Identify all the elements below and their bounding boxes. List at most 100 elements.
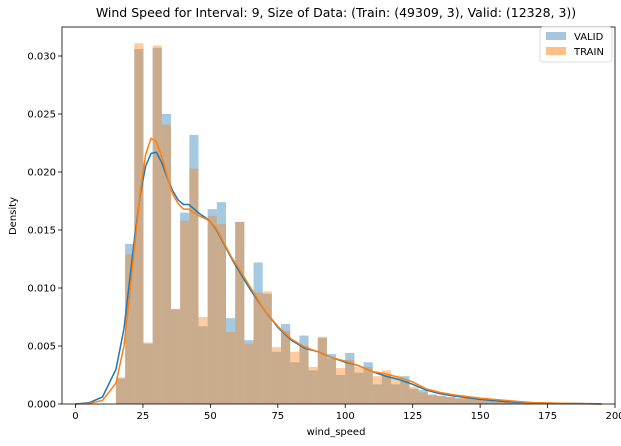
x-tick-label: 100 <box>336 411 355 422</box>
legend-swatch-valid <box>546 32 566 40</box>
x-tick-label: 25 <box>137 411 150 422</box>
valid-histogram-bar <box>409 388 419 404</box>
x-axis-label: wind_speed <box>307 427 366 438</box>
train-histogram-bar <box>281 330 291 404</box>
train-histogram-bar <box>446 397 456 404</box>
valid-histogram-bar <box>317 337 327 404</box>
valid-histogram-bar <box>427 394 437 404</box>
valid-histogram-bar <box>143 343 153 404</box>
valid-histogram-bar <box>125 243 135 404</box>
valid-histogram-bar <box>482 399 492 404</box>
x-axis-ticks: 0 25 50 75 100 125 150 175 200 <box>72 404 621 422</box>
train-histogram-bar <box>354 366 364 404</box>
train-histogram-bar <box>125 254 135 404</box>
train-histogram-bar <box>244 343 254 404</box>
y-tick-label: 0.010 <box>27 284 56 295</box>
train-histogram-bar <box>482 399 492 404</box>
valid-histogram-bar <box>326 354 337 404</box>
train-histogram-bar <box>418 392 428 404</box>
valid-histogram-bar <box>354 372 364 404</box>
train-histogram-bar <box>317 336 327 404</box>
valid-histogram-bar <box>170 308 181 404</box>
legend-label-valid: VALID <box>574 32 604 43</box>
train-histogram-bar <box>189 168 199 404</box>
valid-histogram-bar <box>134 49 144 404</box>
valid-histogram-bar <box>501 401 511 404</box>
valid-histogram-bar <box>446 397 456 404</box>
valid-histogram <box>115 47 593 404</box>
valid-histogram-bar <box>299 335 309 404</box>
valid-histogram-bar <box>510 401 520 404</box>
valid-histogram-bar <box>226 318 236 404</box>
train-histogram-bar <box>198 317 208 404</box>
x-tick-label: 50 <box>204 411 217 422</box>
train-histogram-bar <box>226 332 236 404</box>
x-tick-label: 75 <box>271 411 284 422</box>
valid-histogram-bar <box>290 362 300 404</box>
valid-histogram-bar <box>235 221 245 404</box>
valid-histogram-bar <box>198 326 208 404</box>
chart-title: Wind Speed for Interval: 9, Size of Data… <box>96 5 576 20</box>
train-histogram-bar <box>180 220 190 404</box>
y-tick-label: 0.005 <box>27 342 56 353</box>
train-histogram-bar <box>501 401 511 404</box>
train-histogram-bar <box>170 310 181 404</box>
y-tick-label: 0.020 <box>27 168 56 179</box>
train-histogram-bar <box>436 395 447 404</box>
train-histogram-bar <box>271 347 282 404</box>
y-tick-label: 0.030 <box>27 52 56 63</box>
x-tick-label: 150 <box>471 411 490 422</box>
train-histogram-bar <box>161 124 171 404</box>
valid-histogram-bar <box>336 375 346 404</box>
valid-histogram-bar <box>363 362 373 404</box>
train-histogram-bar <box>134 43 144 405</box>
x-tick-label: 200 <box>605 411 621 422</box>
valid-histogram-bar <box>161 114 171 404</box>
train-histogram-bar <box>455 398 465 404</box>
valid-histogram-bar <box>418 390 428 404</box>
train-histogram-bar <box>262 291 272 404</box>
x-tick-label: 125 <box>403 411 422 422</box>
train-histogram-bar <box>216 224 227 404</box>
train-histogram-bar <box>391 376 401 404</box>
train-histogram-bar <box>253 292 263 404</box>
valid-histogram-bar <box>115 378 126 404</box>
y-tick-label: 0.000 <box>27 400 56 411</box>
train-histogram-bar <box>464 398 474 404</box>
train-histogram-bar <box>152 45 162 405</box>
y-tick-label: 0.015 <box>27 226 56 237</box>
train-histogram-bar <box>381 370 392 404</box>
train-histogram-bar <box>427 394 437 404</box>
train-histogram-bar <box>235 221 245 404</box>
valid-histogram-bar <box>253 262 263 404</box>
train-histogram-bar <box>345 359 355 404</box>
train-histogram-bar <box>207 216 217 404</box>
valid-histogram-bar <box>391 384 401 404</box>
valid-histogram-bar <box>473 399 483 404</box>
legend-label-train: TRAIN <box>573 47 604 58</box>
plot-frame <box>61 26 616 405</box>
y-tick-label: 0.025 <box>27 110 56 121</box>
valid-histogram-bar <box>207 209 217 404</box>
valid-histogram-bar <box>455 398 465 404</box>
valid-histogram-bar <box>189 134 199 404</box>
valid-histogram-bar <box>308 370 318 404</box>
valid-histogram-bar <box>244 340 254 404</box>
train-histogram-bar <box>336 368 346 404</box>
legend: VALID TRAIN <box>539 26 613 63</box>
train-kde-line <box>75 137 602 405</box>
valid-histogram-bar <box>152 47 162 404</box>
x-tick-label: 175 <box>538 411 557 422</box>
valid-histogram-bar <box>491 400 502 404</box>
valid-histogram-bar <box>216 202 227 404</box>
train-histogram-bar <box>510 401 520 404</box>
train-histogram-bar <box>308 366 318 404</box>
valid-histogram-bar <box>180 212 190 404</box>
valid-histogram-bar <box>262 293 272 404</box>
train-histogram-bar <box>400 380 410 404</box>
valid-histogram-bar <box>372 384 382 404</box>
train-histogram-bar <box>491 400 502 404</box>
train-histogram-bar <box>115 377 126 404</box>
